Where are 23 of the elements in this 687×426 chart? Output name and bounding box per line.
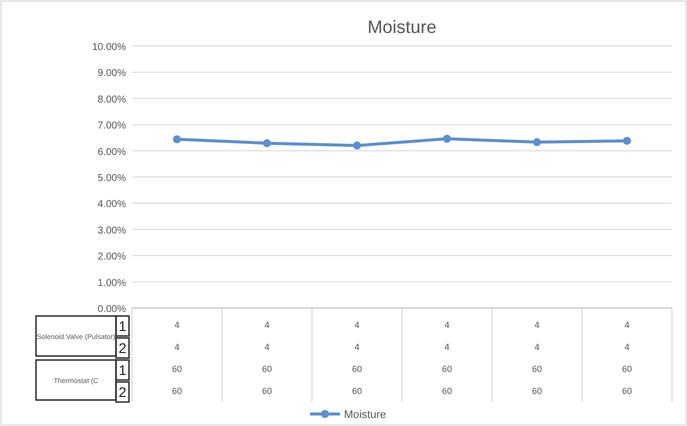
y-tick-label: 10.00% [92, 42, 126, 53]
y-tick-label: 7.00% [98, 120, 126, 132]
text: 2 [118, 384, 127, 400]
category-label: 4 4 60 60 [352, 320, 362, 396]
y-tick-label: 4.00% [98, 199, 126, 210]
y-tick-label: 8.00% [98, 94, 126, 106]
y-tick-label: 0.00% [98, 304, 126, 315]
y-tick-label: 3.00% [98, 225, 126, 236]
text: 1 [118, 362, 127, 378]
y-tick-label: 5.00% [98, 173, 126, 184]
category-label: 4 4 60 60 [622, 320, 632, 396]
category-label: 4 4 60 60 [532, 320, 542, 396]
category-label: 4 4 60 60 [262, 320, 272, 396]
y-tick-label: 9.00% [98, 68, 126, 80]
category-label: 4 4 60 60 [442, 320, 452, 396]
legend-label: Moisture [344, 409, 386, 421]
category-label: 4 4 60 60 [172, 320, 182, 396]
y-tick-label: 1.00% [98, 278, 126, 289]
text: 1 [118, 318, 127, 334]
chart-title: Moisture [367, 17, 437, 37]
text: 2 [118, 340, 127, 356]
y-tick-label: 6.00% [98, 146, 126, 158]
y-tick-label: 2.00% [98, 252, 126, 263]
